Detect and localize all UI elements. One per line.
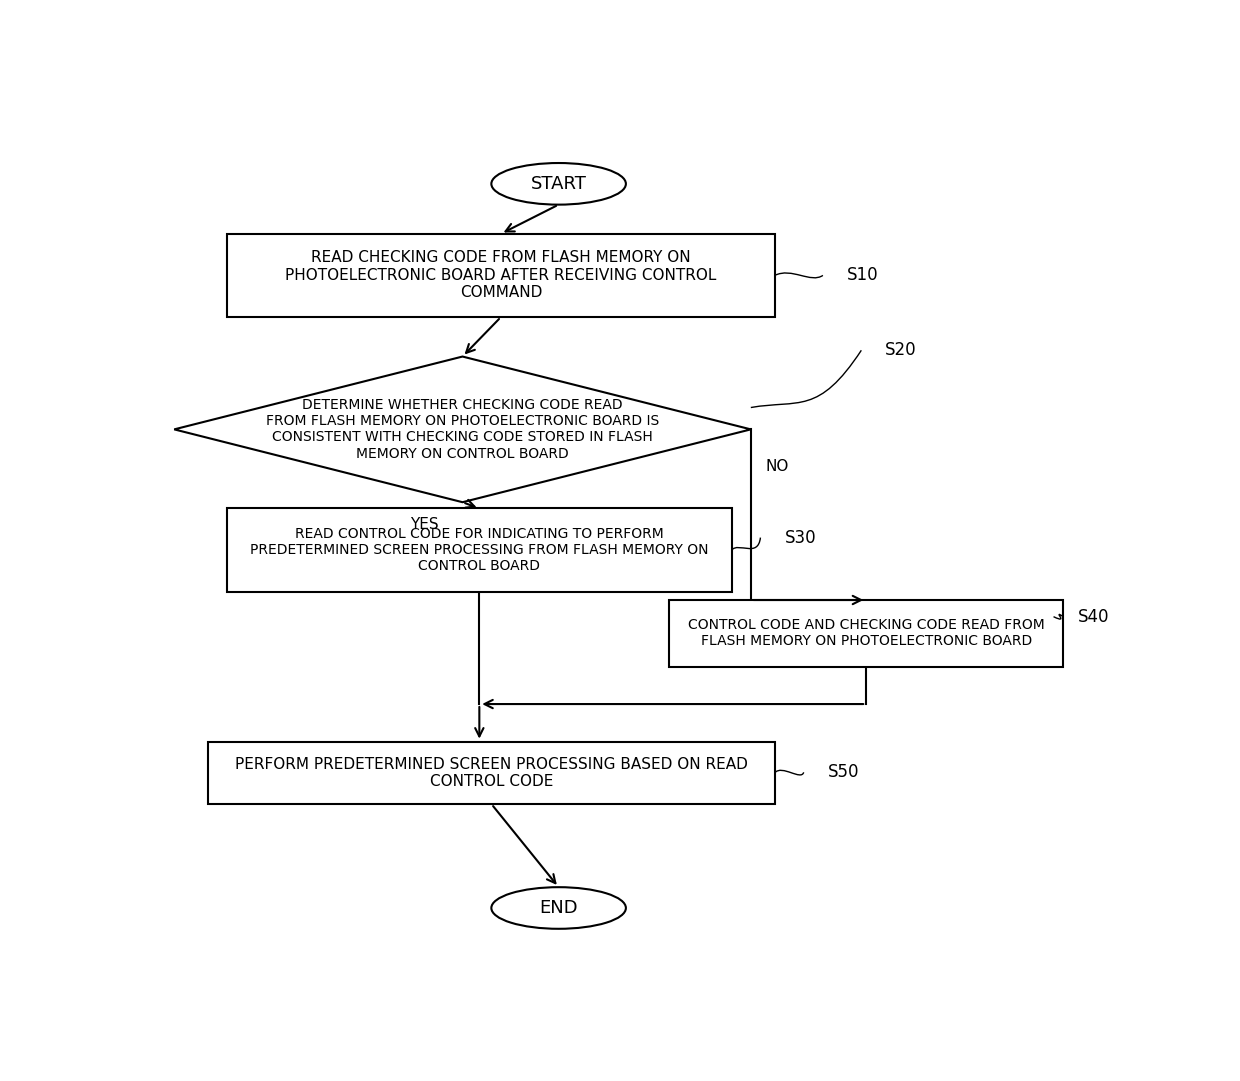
Bar: [227, 233, 775, 317]
Bar: [208, 742, 775, 804]
Text: PERFORM PREDETERMINED SCREEN PROCESSING BASED ON READ
CONTROL CODE: PERFORM PREDETERMINED SCREEN PROCESSING …: [234, 757, 748, 789]
Text: END: END: [539, 899, 578, 917]
Ellipse shape: [491, 888, 626, 929]
Text: NO: NO: [765, 459, 789, 475]
Text: READ CHECKING CODE FROM FLASH MEMORY ON
PHOTOELECTRONIC BOARD AFTER RECEIVING CO: READ CHECKING CODE FROM FLASH MEMORY ON …: [285, 251, 717, 301]
Ellipse shape: [491, 163, 626, 204]
Text: YES: YES: [409, 517, 439, 532]
Text: S40: S40: [1078, 608, 1109, 626]
Bar: [670, 600, 1063, 667]
Text: DETERMINE WHETHER CHECKING CODE READ
FROM FLASH MEMORY ON PHOTOELECTRONIC BOARD : DETERMINE WHETHER CHECKING CODE READ FRO…: [265, 398, 660, 461]
Text: S20: S20: [885, 342, 918, 359]
Text: CONTROL CODE AND CHECKING CODE READ FROM
FLASH MEMORY ON PHOTOELECTRONIC BOARD: CONTROL CODE AND CHECKING CODE READ FROM…: [688, 618, 1044, 649]
Bar: [227, 508, 732, 591]
Polygon shape: [174, 357, 751, 503]
Text: S50: S50: [828, 763, 859, 782]
Text: S30: S30: [785, 529, 816, 547]
Text: READ CONTROL CODE FOR INDICATING TO PERFORM
PREDETERMINED SCREEN PROCESSING FROM: READ CONTROL CODE FOR INDICATING TO PERF…: [250, 526, 708, 573]
Text: START: START: [531, 175, 587, 192]
Text: S10: S10: [847, 266, 879, 284]
